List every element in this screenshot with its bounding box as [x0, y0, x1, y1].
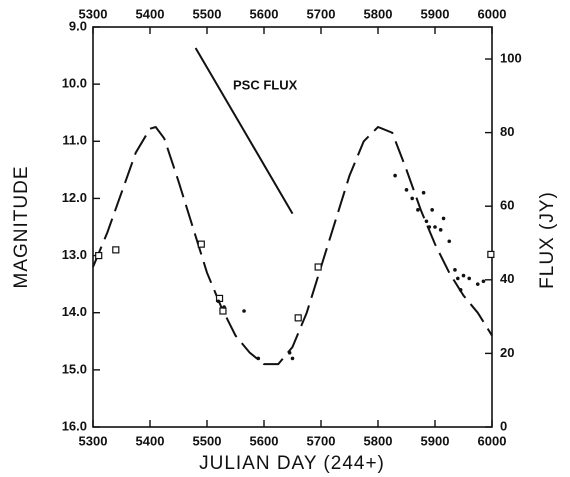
- y-tick-label: 11.0: [62, 133, 87, 148]
- x-axis-title: JULIAN DAY (244+): [199, 453, 385, 474]
- square-point: [487, 250, 495, 259]
- square-point: [112, 246, 120, 254]
- y-tick-label: 13.0: [62, 247, 87, 262]
- y-tick-label: 9.0: [69, 18, 87, 33]
- y-tick-label: 16.0: [62, 418, 87, 433]
- y2-tick-label: 0: [500, 418, 507, 433]
- dot-point: [433, 225, 437, 229]
- x-tick-label: 5900: [421, 433, 450, 448]
- x-tick-label-top: 5500: [193, 6, 222, 21]
- y-tick-label: 12.0: [62, 190, 87, 205]
- dot-point: [441, 216, 446, 221]
- y2-tick-label: 60: [500, 198, 514, 213]
- dot-point: [416, 208, 420, 212]
- dot-point: [458, 288, 463, 292]
- dot-point: [424, 219, 429, 224]
- x-tick-label: 6000: [478, 433, 507, 448]
- dot-point: [404, 188, 409, 192]
- x-tick-label-top: 6000: [478, 6, 507, 21]
- x-tick-label-top: 5700: [307, 6, 336, 21]
- dot-point: [447, 239, 452, 244]
- y-axis-title: MAGNITUDE: [11, 166, 32, 289]
- dot-point: [427, 225, 432, 229]
- y2-tick-label: 100: [500, 50, 522, 65]
- dot-point: [290, 356, 295, 361]
- x-tick-label: 5700: [307, 433, 336, 448]
- dot-point: [438, 228, 443, 232]
- x-tick-label: 5500: [193, 433, 222, 448]
- dot-point: [222, 305, 226, 309]
- x-tick-label: 5400: [136, 433, 165, 448]
- x-tick-label: 5800: [364, 433, 393, 448]
- square-point: [219, 307, 227, 315]
- x-tick-label-top: 5800: [364, 6, 393, 21]
- x-tick-label: 5300: [79, 433, 108, 448]
- y-tick-label: 15.0: [62, 361, 87, 376]
- dot-point: [256, 356, 261, 361]
- y2-tick-label: 80: [500, 124, 514, 139]
- y2-tick-label: 40: [500, 271, 514, 286]
- square-point: [294, 314, 302, 322]
- x-tick-label-top: 5900: [421, 6, 450, 21]
- y2-tick-label: 20: [500, 345, 514, 360]
- square-point: [95, 251, 103, 260]
- flux-line: [194, 47, 294, 215]
- dot-point: [410, 196, 415, 201]
- dot-point: [421, 190, 426, 195]
- y2-axis-title: FLUX (JY): [537, 191, 558, 289]
- dot-point: [430, 208, 434, 212]
- x-tick-label-top: 5300: [79, 6, 108, 21]
- plot-frame: [92, 26, 493, 428]
- square-point: [197, 240, 205, 248]
- square-point: [314, 263, 322, 271]
- dot-point: [287, 350, 292, 355]
- model-curve: [92, 125, 493, 366]
- dot-point: [242, 309, 246, 313]
- x-tick-label: 5600: [250, 433, 279, 448]
- x-tick-label-top: 5400: [136, 6, 165, 21]
- dot-point: [393, 173, 397, 178]
- y-tick-label: 14.0: [62, 304, 87, 319]
- dot-point: [453, 268, 457, 272]
- x-tick-label-top: 5600: [250, 6, 279, 21]
- annotation: PSC FLUX: [233, 77, 298, 92]
- dot-point: [461, 273, 466, 278]
- dot-point: [467, 276, 472, 281]
- dot-point: [456, 276, 460, 281]
- y-tick-label: 10.0: [62, 76, 87, 91]
- dot-point: [475, 282, 480, 286]
- dot-point: [481, 279, 486, 284]
- dot-point: [216, 299, 221, 304]
